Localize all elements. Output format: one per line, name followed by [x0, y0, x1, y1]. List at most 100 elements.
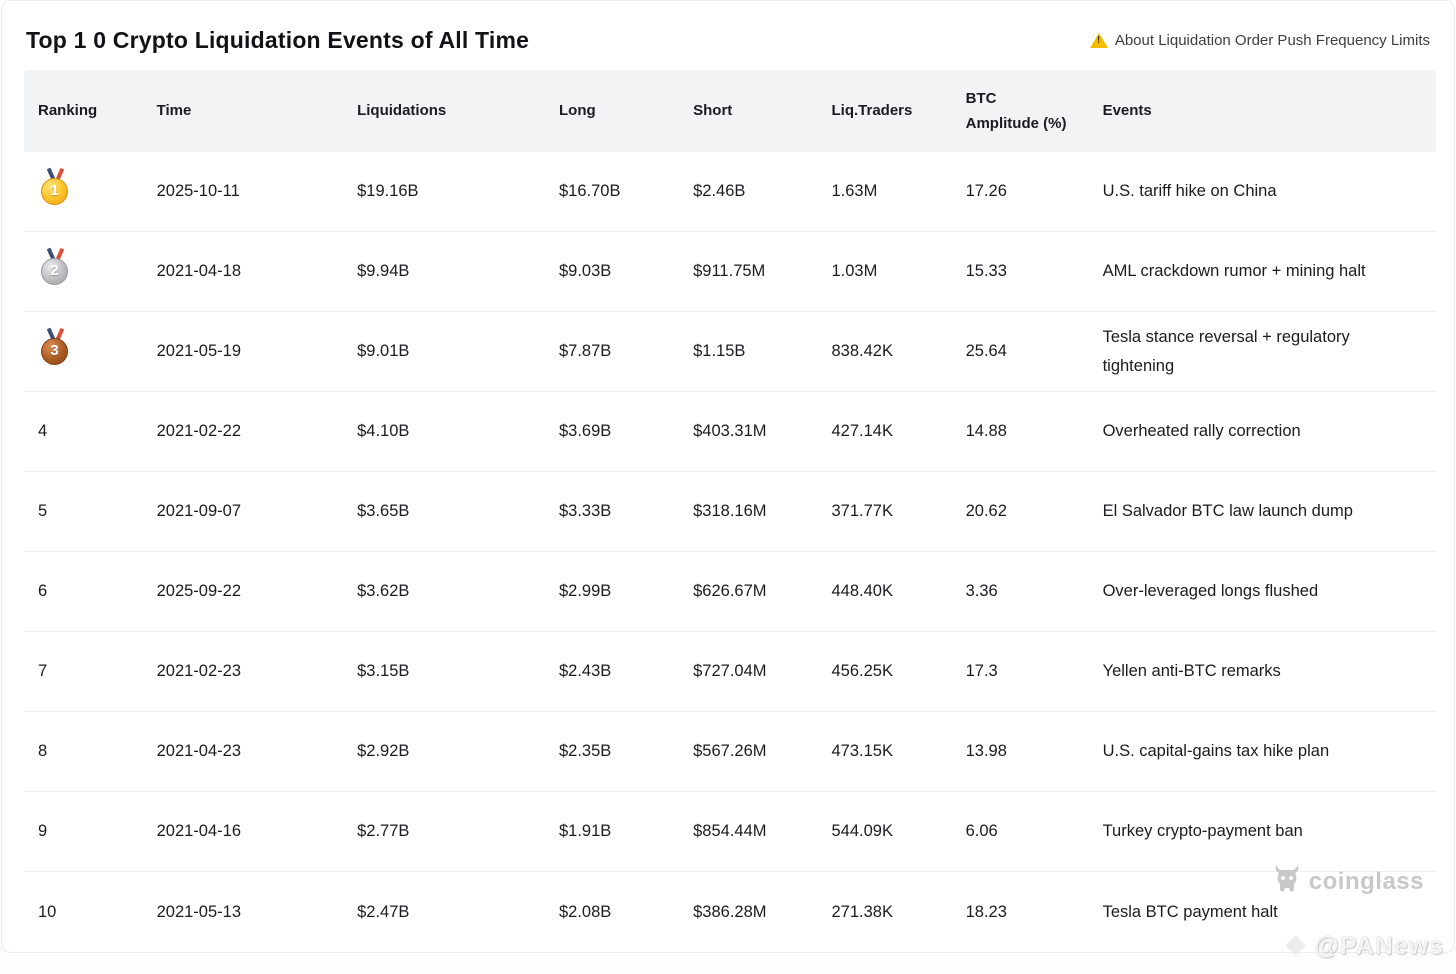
cell-liquidations: $9.94B: [357, 262, 410, 281]
cell-long: $2.99B: [559, 582, 612, 601]
table-row: 7 2021-02-23 $3.15B $2.43B $727.04M 456.25K 17…: [24, 632, 1436, 712]
cell-btc-amplitude: 17.26: [965, 182, 1007, 201]
cell-liq-traders: 271.38K: [831, 902, 893, 921]
cell-rank: 4: [38, 422, 48, 441]
cell-short: $1.15B: [693, 342, 746, 361]
cell-rank: 7: [38, 662, 48, 681]
cell-short: $318.16M: [693, 502, 767, 521]
panews-watermark-text: @PANews: [1314, 932, 1444, 960]
cell-btc-amplitude: 14.88: [965, 422, 1007, 441]
panews-logo-icon: ❖: [1284, 931, 1309, 961]
cell-liq-traders: 838.42K: [831, 342, 893, 361]
table-row: 3 2021-05-19 $9.01B $7.87B $1.15B 838.42K 25.6…: [24, 312, 1436, 392]
top-bar: Top 1 0 Crypto Liquidation Events of All…: [2, 1, 1454, 70]
cell-liq-traders: 427.14K: [831, 422, 893, 441]
cell-time: 2021-04-16: [156, 822, 241, 841]
cell-events: U.S. capital-gains tax hike plan: [1102, 742, 1330, 761]
table-row: 4 2021-02-22 $4.10B $3.69B $403.31M 427.14K 14…: [24, 392, 1436, 472]
cell-liquidations: $2.77B: [357, 822, 410, 841]
column-header-liq-traders: Liq.Traders: [831, 102, 913, 120]
medal-rank-number: 2: [41, 257, 68, 285]
cell-rank: 9: [38, 822, 48, 841]
table-row: 6 2025-09-22 $3.62B $2.99B $626.67M 448.40K 3.…: [24, 552, 1436, 632]
cell-short: $567.26M: [693, 742, 767, 761]
cell-time: 2021-05-19: [156, 342, 241, 361]
cell-rank: 1: [24, 167, 143, 217]
cell-short: $911.75M: [693, 262, 766, 281]
cell-liquidations: $2.92B: [357, 742, 410, 761]
cell-btc-amplitude: 17.3: [965, 662, 998, 681]
cell-time: 2021-02-23: [156, 662, 241, 681]
coinglass-watermark-text: coinglass: [1308, 867, 1424, 895]
column-header-liquidations: Liquidations: [357, 102, 447, 120]
liquidation-limits-link[interactable]: About Liquidation Order Push Frequency L…: [1089, 32, 1430, 49]
cell-events: Yellen anti-BTC remarks: [1102, 662, 1281, 681]
cell-long: $7.87B: [559, 342, 612, 361]
cell-liq-traders: 1.03M: [831, 262, 878, 281]
cell-short: $727.04M: [693, 662, 767, 681]
column-header-long: Long: [559, 102, 596, 120]
coinglass-bull-icon: [1273, 863, 1301, 900]
cell-liquidations: $9.01B: [357, 342, 410, 361]
cell-short: $386.28M: [693, 902, 767, 921]
cell-liq-traders: 544.09K: [831, 822, 893, 841]
medal-rank-number: 1: [41, 177, 68, 205]
cell-short: $2.46B: [693, 182, 746, 201]
column-header-time: Time: [156, 102, 192, 120]
cell-events: Tesla BTC payment halt: [1102, 902, 1278, 921]
table-row: 8 2021-04-23 $2.92B $2.35B $567.26M 473.15K 13…: [24, 712, 1436, 792]
cell-rank: 3: [24, 327, 143, 377]
cell-short: $403.31M: [693, 422, 767, 441]
panews-watermark: ❖ @PANews: [1284, 931, 1444, 962]
table-row: 5 2021-09-07 $3.65B $3.33B $318.16M 371.77K 20…: [24, 472, 1436, 552]
cell-events: AML crackdown rumor + mining halt: [1102, 262, 1366, 281]
table-row: 2 2021-04-18 $9.94B $9.03B $911.75M 1.03M 15.3…: [24, 232, 1436, 312]
gold-medal-icon: 1: [40, 167, 70, 207]
column-header-ranking: Ranking: [38, 102, 98, 120]
bronze-medal-icon: 3: [40, 327, 70, 367]
table-row: 10 2021-05-13 $2.47B $2.08B $386.28M 271.38K 1…: [24, 872, 1436, 952]
cell-time: 2021-04-23: [156, 742, 241, 761]
cell-btc-amplitude: 20.62: [965, 502, 1007, 521]
table-body: 1 2025-10-11 $19.16B $16.70B $2.46B 1.63M 17.2…: [24, 152, 1436, 952]
cell-liquidations: $3.62B: [357, 582, 410, 601]
table-row: 9 2021-04-16 $2.77B $1.91B $854.44M 544.09K 6.…: [24, 792, 1436, 872]
column-header-btc-amplitude: BTC Amplitude (%): [965, 89, 1067, 133]
table-header-row: Ranking Time Liquidations Long Short Liq…: [24, 70, 1436, 152]
cell-rank: 2: [24, 247, 143, 297]
cell-time: 2021-02-22: [156, 422, 241, 441]
cell-liq-traders: 371.77K: [831, 502, 893, 521]
cell-events: El Salvador BTC law launch dump: [1102, 502, 1353, 521]
cell-time: 2025-10-11: [156, 182, 240, 201]
cell-liquidations: $2.47B: [357, 902, 410, 921]
liquidation-limits-label: About Liquidation Order Push Frequency L…: [1114, 32, 1430, 49]
cell-btc-amplitude: 6.06: [965, 822, 998, 841]
cell-long: $9.03B: [559, 262, 612, 281]
column-header-short: Short: [693, 102, 733, 120]
cell-long: $1.91B: [559, 822, 612, 841]
cell-long: $2.43B: [559, 662, 612, 681]
medal-rank-number: 3: [41, 337, 68, 365]
cell-liquidations: $3.65B: [357, 502, 410, 521]
cell-btc-amplitude: 18.23: [965, 902, 1007, 921]
cell-btc-amplitude: 25.64: [965, 342, 1007, 361]
cell-long: $16.70B: [559, 182, 621, 201]
cell-liquidations: $4.10B: [357, 422, 410, 441]
cell-liquidations: $3.15B: [357, 662, 410, 681]
cell-events: Over-leveraged longs flushed: [1102, 582, 1319, 601]
table-row: 1 2025-10-11 $19.16B $16.70B $2.46B 1.63M 17.2…: [24, 152, 1436, 232]
cell-events: Turkey crypto-payment ban: [1102, 822, 1303, 841]
cell-short: $626.67M: [693, 582, 767, 601]
cell-btc-amplitude: 13.98: [965, 742, 1007, 761]
cell-liq-traders: 456.25K: [831, 662, 893, 681]
cell-short: $854.44M: [693, 822, 767, 841]
cell-time: 2021-04-18: [156, 262, 241, 281]
cell-time: 2021-09-07: [156, 502, 241, 521]
cell-rank: 5: [38, 502, 48, 521]
liquidation-table: Ranking Time Liquidations Long Short Liq…: [24, 70, 1436, 952]
cell-liq-traders: 473.15K: [831, 742, 893, 761]
cell-liq-traders: 1.63M: [831, 182, 878, 201]
cell-long: $2.08B: [559, 902, 612, 921]
warning-icon: [1089, 33, 1108, 48]
cell-btc-amplitude: 3.36: [965, 582, 998, 601]
